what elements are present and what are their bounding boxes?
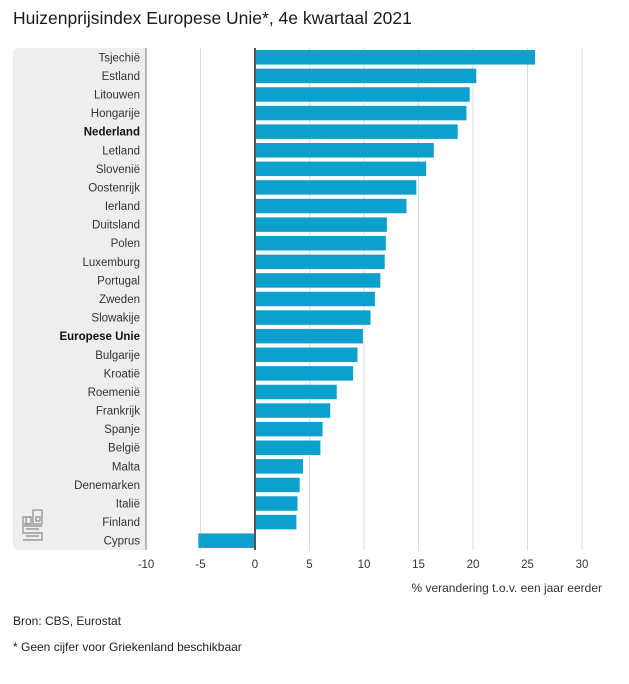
bar	[255, 143, 434, 158]
category-label: Slowakije	[91, 313, 140, 325]
x-tick-label: 30	[576, 559, 589, 571]
bar	[255, 514, 297, 530]
source-note: Bron: CBS, Eurostat	[13, 614, 122, 628]
category-label: Estland	[102, 71, 140, 83]
bars	[198, 50, 536, 548]
bar	[198, 533, 255, 548]
category-label: Ierland	[105, 201, 140, 213]
bar	[255, 68, 477, 84]
x-tick-label: 5	[306, 559, 312, 571]
category-label: België	[108, 443, 140, 455]
cbs-logo	[22, 509, 43, 541]
bar	[255, 87, 470, 102]
bar	[255, 273, 381, 288]
bar	[255, 477, 300, 493]
category-labels: Tsjechië Estland Litouwen Hongarije Nederlan…	[59, 52, 140, 547]
bar	[255, 217, 387, 232]
x-tick-label: 20	[467, 559, 480, 571]
x-axis-label: % verandering t.o.v. een jaar eerder	[411, 581, 602, 595]
category-label: Slovenië	[96, 164, 140, 176]
category-label: Roemenië	[88, 387, 140, 399]
category-label: Bulgarije	[95, 350, 140, 362]
bar	[255, 161, 427, 177]
category-label: Hongarije	[91, 108, 140, 120]
bar	[255, 254, 385, 270]
category-label: Finland	[102, 517, 140, 529]
bar-chart: Tsjechië Estland Litouwen Hongarije Nederlan…	[59, 48, 602, 595]
bar	[255, 235, 386, 251]
x-tick-label: -10	[138, 559, 155, 571]
category-label: Portugal	[97, 275, 140, 287]
bar	[255, 180, 417, 195]
x-tick-label: 0	[252, 559, 258, 571]
bar	[255, 384, 337, 400]
bar	[255, 198, 407, 214]
bar	[255, 366, 354, 381]
category-label: Litouwen	[94, 89, 140, 101]
category-label: Oostenrijk	[88, 182, 140, 194]
bar	[255, 347, 358, 363]
x-tick-label: 15	[412, 559, 425, 571]
category-label: Malta	[112, 461, 141, 473]
bar	[255, 421, 323, 437]
category-label: Tsjechië	[98, 52, 140, 64]
footnote: * Geen cijfer voor Griekenland beschikba…	[13, 640, 242, 654]
category-label: Polen	[111, 238, 140, 250]
category-label: Cyprus	[104, 536, 141, 548]
category-label: Nederland	[84, 127, 140, 139]
category-label: Duitsland	[92, 220, 140, 232]
bar	[255, 124, 458, 139]
bar	[255, 328, 363, 344]
category-label-panel	[13, 48, 146, 550]
x-tick-labels: -10 -5 0 5 10 15 20 25 30	[138, 559, 589, 571]
category-label: Zweden	[99, 294, 140, 306]
x-tick-label: 10	[358, 559, 371, 571]
x-tick-label: 25	[521, 559, 534, 571]
chart-title: Huizenprijsindex Europese Unie*, 4e kwar…	[13, 8, 412, 28]
category-label: Kroatië	[104, 368, 140, 380]
category-label: Luxemburg	[82, 257, 140, 269]
bar	[255, 496, 298, 511]
bar	[255, 459, 303, 474]
category-label: Europese Unie	[59, 331, 140, 343]
bar	[255, 50, 536, 65]
category-label: Denemarken	[74, 480, 140, 492]
bar	[255, 291, 375, 307]
bar	[255, 403, 331, 418]
bar	[255, 440, 321, 455]
bar	[255, 310, 371, 325]
category-label: Italië	[116, 499, 140, 511]
category-label: Letland	[102, 145, 140, 157]
category-label: Spanje	[104, 424, 140, 436]
bar	[255, 105, 467, 121]
category-label: Frankrijk	[96, 406, 140, 418]
x-tick-label: -5	[195, 559, 205, 571]
